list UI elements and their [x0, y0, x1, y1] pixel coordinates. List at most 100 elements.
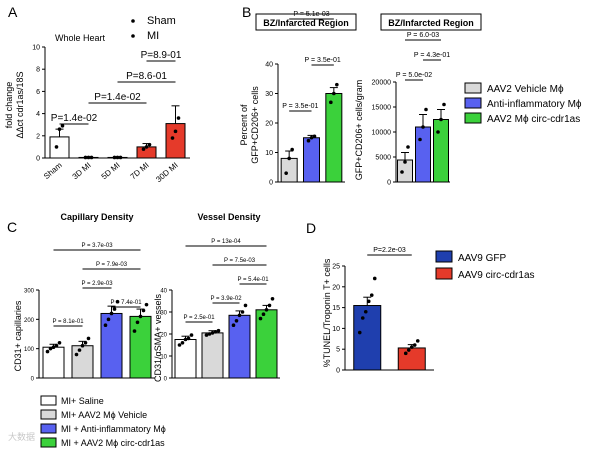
data-point: [138, 314, 143, 319]
y-tick-label: 0: [31, 377, 35, 383]
data-point: [51, 345, 56, 350]
data-point: [418, 137, 422, 142]
y-axis-label: GFP+CD206+ cells/gram: [354, 80, 364, 181]
data-point: [306, 138, 311, 143]
data-point: [115, 155, 120, 160]
chart-panel-2: BZ/Infarcted Region 0 5000 10000 15000 20000 G…: [354, 13, 482, 187]
y-tick-label: 0: [336, 368, 340, 375]
data-point: [442, 102, 446, 107]
legend-swatch: [435, 250, 453, 263]
p-value-label: P = 8.1e-01: [52, 319, 84, 325]
data-point: [80, 343, 85, 348]
data-point: [132, 329, 137, 333]
p-value-label: P=1.4e-02: [51, 113, 98, 124]
legend-label: Sham: [147, 15, 176, 27]
data-point: [57, 341, 62, 345]
p-value-label: P = 4.3e-01: [414, 52, 450, 59]
data-point: [372, 276, 377, 281]
data-point: [60, 124, 65, 128]
data-point: [409, 345, 414, 349]
data-point: [186, 336, 191, 341]
chart-title: Capillary Density: [60, 212, 133, 222]
p-value-label: P = 2.9e-03: [81, 281, 113, 287]
data-point: [415, 339, 420, 343]
legend-swatch: [40, 395, 57, 406]
y-axis-label: CD31/αSMA+ vessels: [153, 294, 163, 382]
chart-title: BZ/Infarcted Region: [263, 18, 349, 28]
y-tick-label: 6: [36, 89, 40, 96]
data-point: [45, 349, 50, 354]
data-point: [112, 155, 117, 160]
data-point: [332, 91, 336, 96]
data-point: [109, 311, 114, 316]
data-point: [106, 317, 111, 322]
y-tick-label: 5000: [375, 155, 391, 162]
y-axis-label: Percent of: [239, 104, 249, 146]
data-point: [412, 343, 417, 347]
data-point: [204, 333, 209, 337]
category-label: Sham: [42, 160, 64, 181]
data-point: [369, 293, 374, 297]
title-box: [255, 13, 357, 31]
p-value-label: P = 3.5e-01: [305, 57, 341, 64]
data-point: [403, 351, 408, 356]
y-tick-label: 30: [265, 91, 273, 98]
data-point: [54, 145, 59, 149]
data-point: [421, 125, 425, 129]
data-point: [261, 312, 266, 317]
data-point: [173, 129, 178, 134]
data-point: [329, 100, 333, 105]
y-tick-label: 15000: [372, 105, 392, 112]
p-value-label: P = 2.5e-01: [183, 315, 215, 321]
category-label: 3D MI: [71, 161, 93, 182]
category-label: 5D MI: [100, 161, 122, 182]
data-point: [267, 303, 272, 308]
data-point: [424, 107, 428, 112]
y-tick-label: 0: [164, 377, 168, 383]
y-tick-label: 25: [332, 264, 340, 271]
data-point: [177, 343, 182, 347]
data-point: [213, 330, 218, 334]
y-tick-label: 20: [265, 121, 273, 128]
data-point: [141, 308, 146, 313]
chart-title: Vessel Density: [197, 212, 260, 222]
data-point: [180, 341, 185, 345]
p-value-label: P = 13e-04: [211, 239, 241, 245]
category-label: 30D MI: [154, 161, 180, 184]
data-point: [112, 307, 117, 311]
y-tick-label: 40: [265, 62, 273, 69]
y-tick-label: 4: [36, 111, 40, 118]
y-axis-label: %TUNEL/Troponin T+ cells: [322, 258, 332, 367]
y-tick-label: 20: [332, 284, 340, 291]
data-point: [83, 155, 88, 160]
panel-label: C: [7, 219, 17, 235]
p-value-label: P = 3.9e-02: [210, 296, 242, 302]
legend-swatch: [464, 97, 482, 109]
legend-label: MI+ Saline: [61, 396, 104, 406]
chart-panel-1: B BZ/Infarcted Region 0 10 20 30 40 Percent of G…: [239, 4, 357, 187]
y-tick-label: 20: [160, 333, 167, 339]
data-point: [144, 145, 149, 149]
data-point: [439, 117, 443, 122]
y-tick-label: 300: [24, 289, 35, 295]
watermark: 大数据: [8, 431, 35, 442]
data-point: [207, 332, 212, 336]
y-tick-label: 0: [36, 156, 40, 163]
legend-label: AAV2 Vehicle Mϕ: [487, 84, 564, 95]
y-axis-label: ΔΔct cdr1as/18S: [15, 71, 25, 138]
title-box: [380, 13, 482, 31]
data-point: [189, 333, 194, 337]
y-tick-label: 20000: [372, 80, 392, 87]
legend-c: MI+ Saline MI+ AAV2 Mϕ Vehicle MI + Anti-i…: [40, 395, 166, 448]
bar: [165, 123, 186, 159]
data-point: [216, 328, 221, 333]
data-point: [335, 82, 339, 87]
data-point: [210, 331, 215, 335]
data-point: [270, 297, 275, 301]
y-axis-label: GFP+CD206+ cells: [250, 86, 260, 164]
legend-label: AAV2 Mϕ circ-cdr1as: [487, 114, 580, 125]
bar: [325, 93, 343, 183]
legend-marker: [131, 34, 135, 38]
